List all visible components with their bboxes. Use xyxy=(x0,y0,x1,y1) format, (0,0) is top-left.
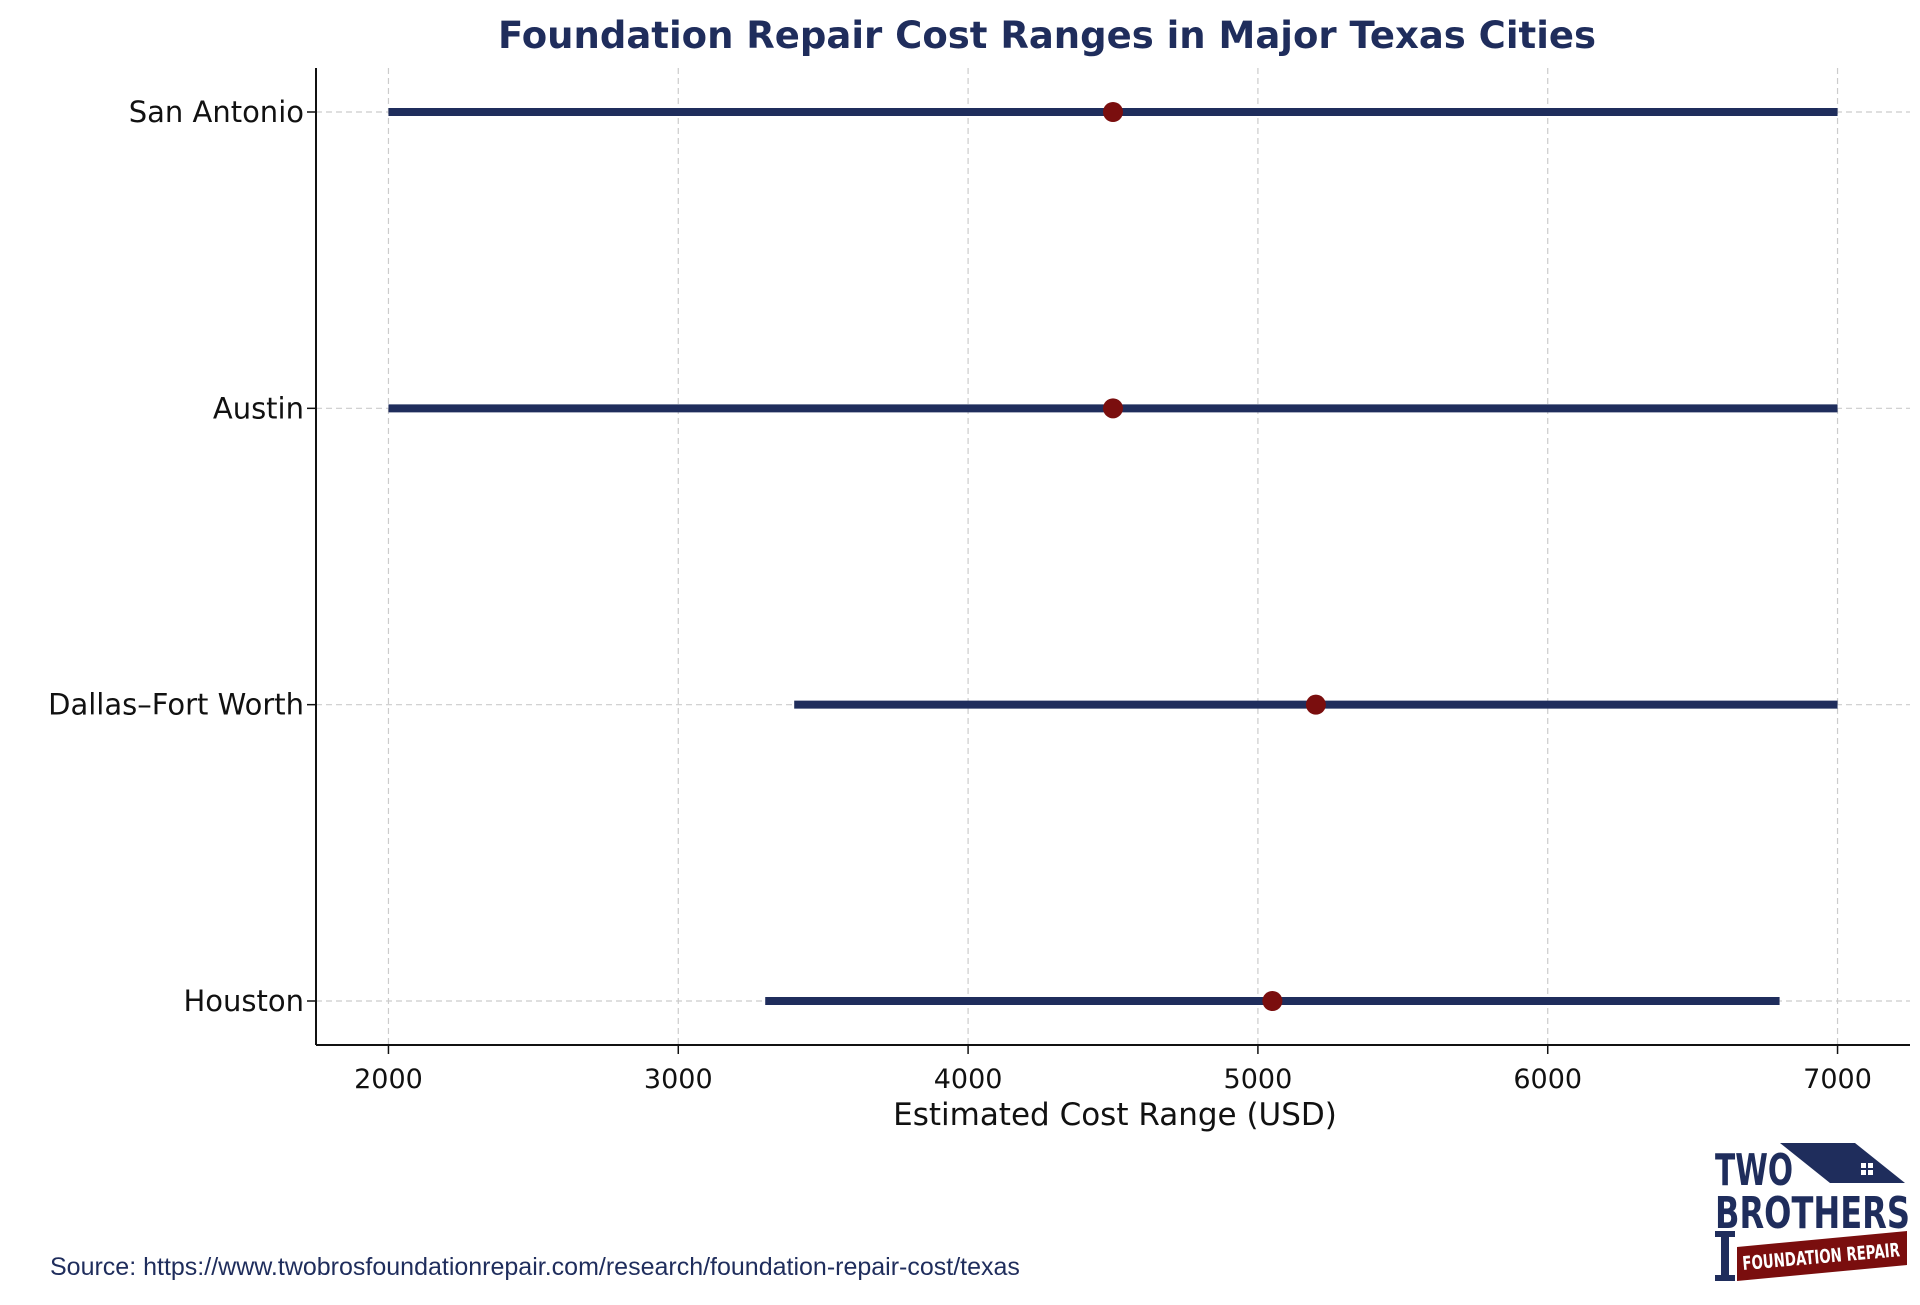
logo-line-two: TWO xyxy=(1715,1145,1793,1196)
jack-post-icon xyxy=(1721,1233,1729,1279)
company-logo: TWO BROTHERS FOUNDATION REPAIR xyxy=(1715,1143,1910,1281)
logo-banner xyxy=(1737,1231,1907,1281)
tick-labels: 2000 3000 4000 5000 6000 7000 San Antonio Austi… xyxy=(48,95,1872,1095)
y-tick-label: Dallas–Fort Worth xyxy=(48,688,304,722)
source-note: Source: https://www.twobrosfoundationrep… xyxy=(50,1253,1020,1281)
x-tick-label: 4000 xyxy=(934,1064,1003,1095)
x-tick-label: 7000 xyxy=(1803,1064,1872,1095)
chart-title: Foundation Repair Cost Ranges in Major T… xyxy=(498,14,1596,57)
midpoint-marker xyxy=(1103,102,1123,122)
logo-line-brothers: BROTHERS xyxy=(1715,1188,1910,1239)
house-roof-icon xyxy=(1780,1143,1905,1183)
midpoint-marker xyxy=(1305,694,1326,715)
grid-layer xyxy=(316,68,1910,1045)
x-tick-label: 6000 xyxy=(1513,1064,1582,1095)
x-tick-label: 5000 xyxy=(1224,1064,1293,1095)
x-axis-label: Estimated Cost Range (USD) xyxy=(893,1097,1337,1133)
axes xyxy=(307,68,1910,1054)
range-lines xyxy=(388,102,1838,1011)
midpoint-marker xyxy=(1103,398,1123,419)
y-tick-label: Houston xyxy=(183,984,304,1018)
y-tick-label: San Antonio xyxy=(129,95,304,129)
x-tick-label: 3000 xyxy=(644,1064,713,1095)
y-tick-label: Austin xyxy=(213,391,304,425)
midpoint-marker xyxy=(1262,991,1283,1011)
x-tick-label: 2000 xyxy=(354,1064,423,1095)
